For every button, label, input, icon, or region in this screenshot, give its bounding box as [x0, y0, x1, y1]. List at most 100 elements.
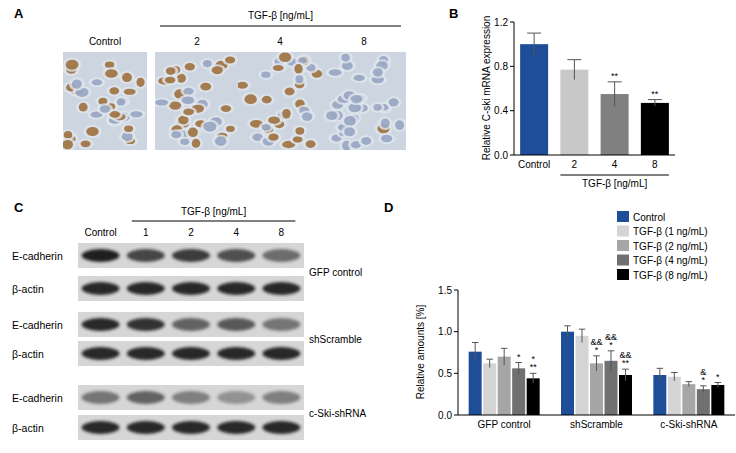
error-bar — [622, 369, 629, 381]
blot-band — [217, 318, 255, 331]
significance-label: * — [517, 352, 521, 362]
error-bar — [608, 82, 622, 106]
legend-swatch — [617, 255, 629, 266]
bar — [483, 363, 496, 415]
cell-nucleus — [155, 99, 168, 105]
blot-band — [217, 282, 255, 295]
error-bar — [501, 348, 508, 365]
cell-nucleus — [171, 131, 181, 138]
blot-background — [78, 243, 304, 268]
cell-nucleus — [122, 73, 132, 82]
y-tick — [510, 22, 514, 23]
cell-nucleus — [395, 120, 404, 130]
annotations: **** — [611, 71, 659, 99]
y-tick — [454, 415, 458, 416]
cell-body — [222, 55, 238, 66]
y-tick-label: 1.0 — [438, 326, 452, 337]
blot-group-label: c-Ski-shRNA — [309, 408, 367, 419]
cell-nucleus — [273, 65, 284, 71]
blot-band — [127, 249, 165, 262]
row-label: E-cadherin — [12, 319, 63, 331]
blot-band — [262, 282, 300, 295]
bar — [560, 70, 588, 155]
bar — [619, 375, 632, 415]
blot-strip — [78, 276, 304, 301]
legend-label: Control — [633, 212, 665, 223]
cell-nucleus — [353, 75, 364, 81]
error-bar — [530, 373, 537, 383]
cell-body — [323, 109, 340, 122]
error-bar — [608, 351, 615, 371]
legend: ControlTGF-β (1 ng/mL)TGF-β (2 ng/mL)TGF… — [617, 211, 708, 281]
cell-nucleus — [165, 77, 175, 84]
cell-body — [358, 135, 374, 147]
blot-background — [78, 415, 304, 440]
cell-nucleus — [221, 105, 231, 112]
error-bar — [593, 356, 600, 371]
blot-background — [78, 385, 304, 410]
bar — [641, 103, 669, 155]
error-cap — [608, 350, 615, 351]
row-label: β-actin — [12, 283, 44, 295]
blot-band — [262, 249, 300, 262]
y-axis-label: Relative C-ski mRNA expression — [481, 16, 492, 161]
cell-nucleus — [204, 122, 217, 132]
micrograph — [322, 52, 406, 150]
y-tick-label: 0.4 — [494, 105, 508, 116]
cell-body — [378, 133, 395, 145]
cell-body — [259, 94, 275, 106]
cell-nucleus — [81, 140, 91, 147]
blot-band — [172, 347, 210, 360]
micrograph — [238, 52, 322, 150]
micrograph — [155, 52, 239, 150]
blot-band — [262, 318, 300, 331]
cell-body — [212, 134, 230, 148]
plot-area — [469, 326, 725, 415]
y-tick — [454, 331, 458, 332]
cell-nucleus — [180, 139, 189, 145]
cell-nucleus — [279, 52, 291, 62]
panel-letter: C — [14, 200, 24, 215]
y-axis-label: Relative amounts [%] — [415, 305, 426, 400]
blot-band — [82, 282, 120, 295]
image-label: Control — [89, 36, 121, 47]
cell-nucleus — [166, 67, 176, 75]
significance-label: ** — [611, 71, 619, 81]
x-tick-label: 4 — [612, 159, 618, 170]
cell-nucleus — [188, 128, 198, 137]
error-bar — [486, 359, 493, 367]
error-line — [659, 368, 660, 381]
error-line — [596, 356, 597, 371]
cell-nucleus — [373, 68, 383, 76]
legend-label: TGF-β (8 ng/mL) — [633, 270, 708, 281]
cell-body — [127, 109, 145, 119]
cell-body — [218, 103, 234, 114]
cell-nucleus — [100, 105, 110, 113]
cell-body — [155, 97, 171, 107]
cell-nucleus — [295, 75, 303, 83]
cell-nucleus — [295, 127, 304, 135]
error-cap — [530, 373, 537, 374]
error-bar — [567, 60, 581, 80]
error-line — [582, 329, 583, 342]
blot-background — [78, 276, 304, 301]
blot-strip — [78, 385, 304, 410]
column-label: Control — [84, 227, 116, 238]
blot-band — [127, 318, 165, 331]
cell-body — [276, 52, 294, 64]
error-line — [614, 82, 615, 106]
bar — [668, 377, 681, 415]
cell-nucleus — [183, 109, 194, 116]
cell-nucleus — [215, 136, 227, 146]
blot-band — [172, 391, 210, 404]
error-line — [518, 363, 519, 375]
chart: DRelative amounts [%]0.00.51.01.5*&&**&&… — [384, 200, 735, 430]
cell-body — [258, 69, 273, 79]
error-line — [703, 386, 704, 393]
blot-strip — [78, 312, 304, 337]
row-label: E-cadherin — [12, 392, 63, 404]
cell-body — [78, 138, 94, 149]
blot-band — [82, 249, 120, 262]
cell-nucleus — [117, 98, 125, 105]
cell-body — [133, 76, 147, 89]
